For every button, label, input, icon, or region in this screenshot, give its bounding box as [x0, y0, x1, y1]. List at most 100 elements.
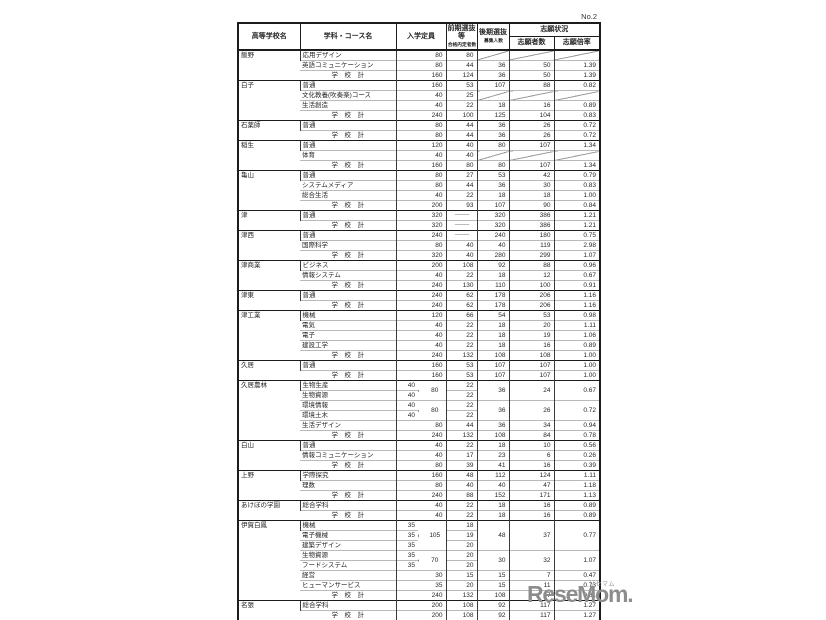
table-row: 情報システム 40 22 18 12 0.67 [238, 270, 600, 281]
capacity-cell: 40 [395, 340, 446, 351]
capacity-cell: 35 [395, 580, 446, 591]
table-row: 学 校 計 200 93 107 90 0.84 [238, 200, 600, 211]
applicants-cell: 6 [508, 450, 554, 461]
early-quota-cell: 108 [445, 260, 477, 271]
col-header-ratio: 志願倍率 [553, 36, 601, 51]
capacity-cell: 40 [395, 150, 446, 161]
table-row: 学 校 計 240 88 152 171 1.13 [238, 490, 600, 501]
table-row: 建築デザイン 35 20 [238, 540, 600, 551]
course-name-cell: フードシステム [300, 560, 396, 571]
late-quota-cell: 36 [476, 60, 509, 71]
applicants-cell: 88 [508, 260, 554, 271]
school-total-label-cell: 学 校 計 [300, 220, 396, 231]
course-name-cell: 総合学科 [299, 500, 396, 511]
col-header-applicants: 志願者数 [508, 36, 555, 51]
ratio-cell: 1.21 [553, 220, 600, 231]
capacity-cell: 80 [395, 170, 446, 181]
capacity-cell: 240 [395, 430, 446, 441]
applicants-cell: 19 [508, 330, 554, 341]
capacity-group-cell: } 80 [418, 380, 446, 401]
applicants-cell: 107 [508, 140, 554, 151]
ratio-cell: 0.72 [553, 130, 600, 141]
early-quota-cell: 44 [445, 420, 477, 431]
school-name-cell: 亀山 [238, 170, 300, 211]
capacity-cell: 40 [395, 330, 446, 341]
ratio-cell: 0.98 [553, 310, 600, 321]
early-quota-cell: 22 [445, 410, 477, 421]
table-row: 電子 40 22 18 19 1.06 [238, 330, 600, 341]
applicants-cell: 119 [508, 240, 554, 251]
school-total-label-cell: 学 校 計 [300, 370, 396, 381]
late-quota-cell-empty [476, 150, 509, 161]
table-row: あけぼの学園 総合学科 40 22 18 16 0.89 [238, 500, 600, 521]
capacity-sub-cell: 35 [395, 530, 418, 541]
school-total-label-cell: 学 校 計 [300, 200, 396, 211]
ratio-cell-empty [553, 150, 600, 161]
early-quota-cell: 19 [445, 530, 477, 541]
capacity-cell: 160 [395, 70, 446, 81]
applicants-cell: 206 [508, 290, 554, 301]
course-name-cell: 電子 [300, 330, 396, 341]
table-row: 経営 30 15 15 7 0.47 [238, 570, 600, 581]
applicants-cell: 16 [508, 500, 554, 511]
table-row: 学 校 計 240 132 108 108 1.00 [238, 350, 600, 361]
school-total-label-cell: 学 校 計 [300, 610, 396, 620]
applicants-cell: 90 [508, 200, 554, 211]
applicants-cell: 47 [508, 480, 554, 491]
early-quota-cell: 22 [445, 190, 477, 201]
ratio-cell: 1.21 [553, 210, 600, 221]
course-name-cell: 経営 [300, 570, 396, 581]
table-row: 学 校 計 160 80 80 107 1.34 [238, 160, 600, 171]
early-quota-cell: 44 [445, 180, 477, 191]
early-quota-cell: 22 [445, 330, 477, 341]
applicants-cell: 26 [508, 130, 554, 141]
course-name-cell: 総合学科 [299, 600, 396, 611]
capacity-cell: 200 [395, 600, 446, 611]
applicants-cell: 88 [508, 80, 554, 91]
capacity-cell: 240 [395, 110, 446, 121]
ratio-cell: 0.73 [553, 580, 600, 591]
capacity-sub-cell: 40 [395, 380, 418, 391]
early-quota-cell: 80 [445, 160, 477, 171]
course-name-cell: 文化教養(吹奏楽)コース [300, 90, 396, 101]
course-name-cell: 生物資源 [300, 550, 396, 561]
capacity-sub-cell: 40 [395, 390, 418, 401]
applicants-cell: 50 [508, 70, 554, 81]
ratio-cell-empty [553, 90, 600, 101]
ratio-cell: 0.72 [553, 400, 600, 421]
applicants-cell: 16 [508, 100, 554, 111]
table-row: 国際科学 80 40 40 119 2.98 [238, 240, 600, 251]
late-quota-cell: 240 [476, 230, 509, 241]
late-quota-cell: 320 [476, 210, 509, 221]
early-quota-cell: 20 [445, 560, 477, 571]
ratio-cell: 1.18 [553, 480, 600, 491]
applicants-cell-empty [508, 150, 554, 161]
capacity-cell: 80 [395, 130, 446, 141]
table-row: 学 校 計 240 62 178 206 1.16 [238, 300, 600, 311]
early-quota-cell: 17 [445, 450, 477, 461]
capacity-sub-cell: 35 [395, 540, 418, 551]
applicants-cell: 180 [508, 230, 554, 241]
early-quota-cell: 108 [445, 600, 477, 611]
ratio-cell: 0.89 [553, 510, 600, 521]
late-quota-cell: 80 [476, 140, 509, 151]
capacity-cell: 80 [395, 180, 446, 191]
ratio-cell: 0.26 [553, 450, 600, 461]
capacity-cell: 40 [395, 450, 446, 461]
school-name-cell: 名張 [238, 600, 300, 620]
course-name-cell: 情報コミュニケーション [300, 450, 396, 461]
capacity-group-value: 80 [431, 387, 439, 394]
early-quota-cell: 130 [445, 280, 477, 291]
applicants-cell: 100 [508, 280, 554, 291]
table-row: 総合生活 40 22 18 18 1.00 [238, 190, 600, 201]
table-row: 生活デザイン 80 44 36 34 0.94 [238, 420, 600, 431]
capacity-brace: } [418, 552, 419, 569]
early-quota-cell: 93 [445, 200, 477, 211]
early-quota-cell: 132 [445, 430, 477, 441]
late-quota-cell: 48 [476, 520, 509, 551]
capacity-cell: 120 [395, 310, 446, 321]
ratio-cell: 1.16 [553, 290, 600, 301]
applicants-cell: 107 [508, 160, 554, 171]
early-quota-cell: 66 [445, 310, 477, 321]
